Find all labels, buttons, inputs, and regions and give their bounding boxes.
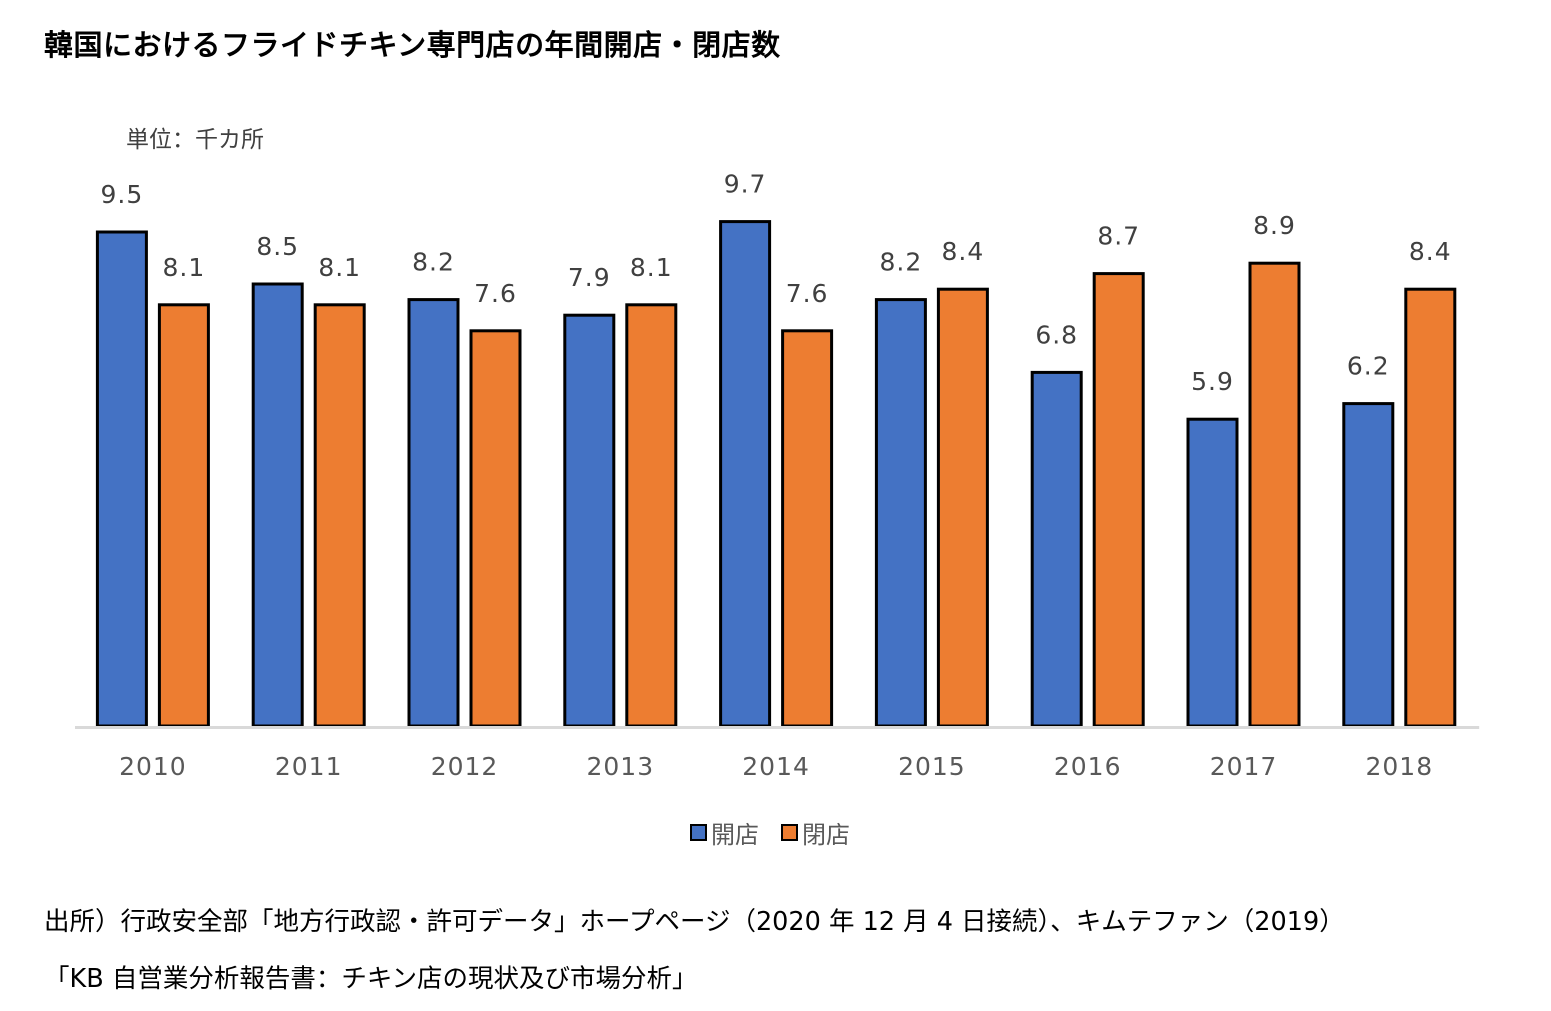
x-tick-label-2012: 2012 [431, 752, 499, 781]
bar-open-2011 [251, 282, 304, 728]
legend-item-close: 閉店 [781, 815, 850, 850]
data-label-close-2017: 8.9 [1253, 211, 1296, 240]
legend-item-open: 開店 [690, 815, 759, 850]
data-label-open-2012: 8.2 [412, 248, 455, 277]
x-tick-label-2016: 2016 [1054, 752, 1122, 781]
x-tick-label-2017: 2017 [1210, 752, 1278, 781]
bar-open-2017 [1186, 417, 1239, 728]
source-line-1: 出所）行政安全部「地方行政認・許可データ」ホープページ（2020 年 12 月 … [44, 907, 1345, 937]
data-label-open-2016: 6.8 [1035, 320, 1078, 349]
bar-close-2011 [313, 303, 366, 728]
legend-label-open: 開店 [711, 821, 759, 849]
data-label-close-2014: 7.6 [786, 279, 829, 308]
source-note: 出所）行政安全部「地方行政認・許可データ」ホープページ（2020 年 12 月 … [44, 894, 1534, 1008]
x-tick-label-2015: 2015 [898, 752, 966, 781]
x-tick-label-2013: 2013 [586, 752, 654, 781]
unit-label: 単位：千カ所 [126, 127, 264, 153]
data-label-close-2013: 8.1 [630, 253, 673, 282]
x-tick-label-2011: 2011 [275, 752, 343, 781]
chart-title: 韓国におけるフライドチキン専門店の年間開店・閉店数 [44, 28, 781, 62]
data-label-open-2018: 6.2 [1347, 352, 1390, 381]
data-label-open-2014: 9.7 [724, 170, 767, 199]
data-label-close-2012: 7.6 [474, 279, 517, 308]
bar-close-2010 [157, 303, 210, 728]
data-label-close-2010: 8.1 [163, 253, 206, 282]
bar-close-2013 [625, 303, 678, 728]
bar-open-2013 [563, 313, 616, 728]
bar-open-2016 [1030, 370, 1083, 728]
legend: 開店 閉店 [690, 815, 872, 850]
data-label-open-2017: 5.9 [1191, 367, 1234, 396]
bar-close-2017 [1248, 261, 1301, 728]
bar-open-2018 [1342, 402, 1395, 728]
bar-close-2014 [781, 329, 834, 728]
bar-close-2018 [1404, 287, 1457, 728]
legend-label-close: 閉店 [802, 821, 850, 849]
legend-swatch-close [781, 824, 798, 841]
data-label-open-2011: 8.5 [256, 232, 299, 261]
bar-open-2012 [407, 298, 460, 728]
x-tick-label-2010: 2010 [119, 752, 187, 781]
data-label-close-2015: 8.4 [942, 237, 985, 266]
x-tick-label-2014: 2014 [742, 752, 810, 781]
bar-close-2016 [1092, 272, 1145, 728]
bar-close-2015 [936, 287, 989, 728]
legend-swatch-open [690, 824, 707, 841]
data-label-close-2016: 8.7 [1097, 222, 1140, 251]
x-tick-label-2018: 2018 [1365, 752, 1433, 781]
data-label-open-2010: 9.5 [101, 180, 144, 209]
data-label-open-2013: 7.9 [568, 263, 611, 292]
source-line-2: 「KB 自営業分析報告書：チキン店の現状及び市場分析」 [44, 964, 698, 994]
bar-close-2012 [469, 329, 522, 728]
data-label-open-2015: 8.2 [880, 248, 923, 277]
bar-chart: 9.5 8.1 2010 8.5 8.1 2011 8.2 7.6 2012 7.9 8.1 2013… [75, 170, 1480, 781]
bar-open-2014 [719, 220, 772, 728]
data-label-close-2011: 8.1 [318, 253, 361, 282]
bar-open-2015 [874, 298, 927, 728]
bar-open-2010 [95, 230, 148, 728]
data-label-close-2018: 8.4 [1409, 237, 1452, 266]
